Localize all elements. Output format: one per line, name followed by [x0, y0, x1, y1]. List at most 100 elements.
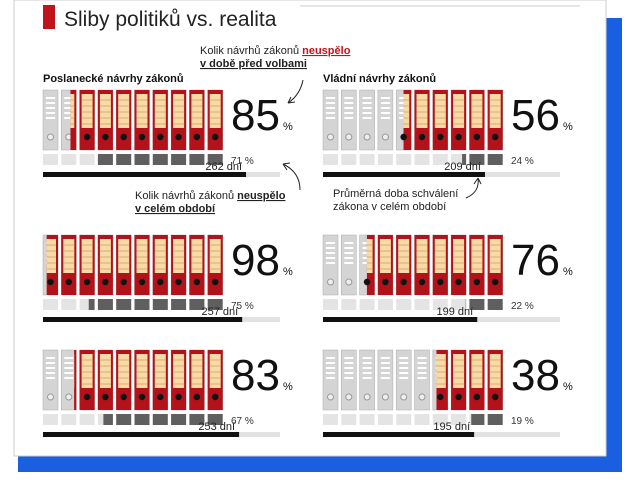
binder-label — [471, 94, 482, 128]
binder-hole — [455, 279, 461, 285]
binder-hole — [121, 394, 127, 400]
column-heading: Poslanecké návrhy zákonů — [43, 73, 184, 85]
whole-label: 22 % — [511, 301, 534, 312]
shelf-box-dark — [171, 299, 186, 310]
binder-hole — [175, 279, 181, 285]
shelf-box — [61, 299, 76, 310]
binder-hole — [194, 134, 200, 140]
binder-label — [210, 94, 221, 128]
binder-label — [436, 354, 445, 388]
binder-label — [417, 239, 428, 273]
binder-label — [63, 239, 74, 273]
shelf-box — [43, 299, 58, 310]
binder-label — [155, 354, 166, 388]
binder-hole — [175, 134, 181, 140]
shelf-box-dark — [488, 299, 503, 310]
binder-hole — [121, 279, 127, 285]
shelf-box-dark — [98, 299, 113, 310]
binder-label — [210, 239, 221, 273]
column-heading: Vládní návrhy zákonů — [323, 73, 436, 85]
binder-hole — [382, 279, 388, 285]
frame-shadow — [606, 18, 622, 472]
days-label: 253 dní — [198, 421, 235, 433]
binder-hole — [401, 394, 407, 400]
binder-label — [82, 354, 93, 388]
shelf-box-dark — [135, 299, 150, 310]
big-value-number: 98 — [231, 236, 280, 285]
binder-hole — [212, 394, 218, 400]
binder-label — [453, 354, 464, 388]
days-label: 262 dní — [205, 161, 242, 173]
binder-label — [453, 239, 464, 273]
shelf-box — [378, 154, 393, 165]
note: v době před volbami — [200, 58, 307, 70]
binder-hole — [328, 279, 334, 285]
binder-label — [191, 239, 202, 273]
big-value-number: 56 — [511, 91, 560, 140]
binder-hole — [328, 394, 334, 400]
binder-label — [380, 239, 391, 273]
binder-label — [118, 94, 129, 128]
binder-hole — [401, 134, 407, 140]
binder-label — [471, 239, 482, 273]
note-text: Kolik návrhů zákonů — [200, 45, 299, 57]
shelf-box-dark — [153, 154, 168, 165]
binder-hole — [157, 394, 163, 400]
note: zákona v celém období — [333, 201, 446, 213]
shelf-box-dark — [189, 154, 204, 165]
note: Průměrná doba schválení — [333, 188, 458, 200]
big-value-number: 85 — [231, 91, 280, 140]
shelf-box — [360, 414, 375, 425]
binder-label — [191, 354, 202, 388]
shelf-box-dark — [135, 154, 150, 165]
shelf-box — [323, 154, 338, 165]
binder-hole — [437, 134, 443, 140]
binder-hole — [474, 134, 480, 140]
shelf-box — [378, 299, 393, 310]
binder-hole — [492, 279, 498, 285]
binder-label — [137, 239, 148, 273]
note: v celém období — [135, 203, 216, 215]
binder-hole — [364, 279, 370, 285]
binder-hole — [139, 394, 145, 400]
binder-hole — [401, 279, 407, 285]
binder-hole — [382, 134, 388, 140]
binder-label — [173, 354, 184, 388]
binder-hole — [364, 394, 370, 400]
binder-hole — [437, 394, 443, 400]
binder-hole — [437, 279, 443, 285]
shelf-box-dark — [488, 414, 503, 425]
binder-label — [191, 94, 202, 128]
binder-label — [490, 94, 501, 128]
binder-label — [155, 94, 166, 128]
binder-hole — [419, 134, 425, 140]
binder-hole — [47, 279, 53, 285]
shelf-box-dark — [471, 414, 484, 425]
frame-shadow — [18, 456, 622, 472]
binder-hole — [66, 279, 72, 285]
binder-hole — [346, 134, 352, 140]
binder-label — [100, 354, 111, 388]
big-value-unit: % — [283, 266, 293, 278]
binder-hole — [382, 394, 388, 400]
binder-label — [471, 354, 482, 388]
binder-hole — [194, 394, 200, 400]
shelf-box — [396, 154, 411, 165]
binder-hole — [364, 134, 370, 140]
binder-label — [367, 239, 373, 273]
title: Sliby politiků vs. realita — [64, 8, 277, 31]
shelf-box-dark — [488, 154, 503, 165]
binder-label — [100, 239, 111, 273]
binder-label — [435, 239, 446, 273]
binder-hole — [212, 134, 218, 140]
days-label: 195 dní — [433, 421, 470, 433]
big-value-unit: % — [283, 121, 293, 133]
big-value-number: 38 — [511, 351, 560, 400]
title-marker — [43, 5, 55, 29]
note-emph: neuspělo — [302, 45, 351, 57]
binder-hole — [139, 134, 145, 140]
binder-hole — [419, 279, 425, 285]
binder-hole — [139, 279, 145, 285]
binder-hole — [474, 279, 480, 285]
